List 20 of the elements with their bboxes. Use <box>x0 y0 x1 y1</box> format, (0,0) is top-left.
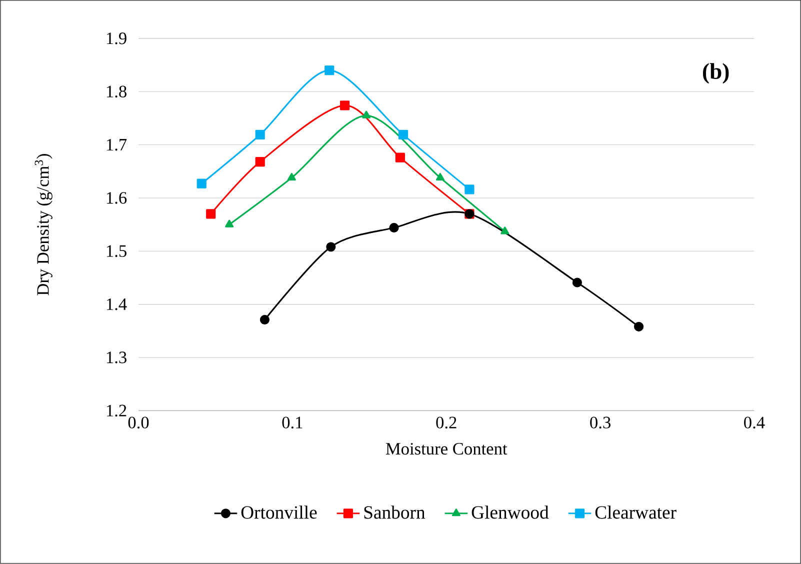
x-tick-label: 0.4 <box>744 416 765 429</box>
y-tick-label: 1.3 <box>106 352 126 364</box>
y-tick-label: 1.4 <box>106 298 127 310</box>
x-tick-label: 0.1 <box>282 416 302 429</box>
y-tick-label: 1.5 <box>106 245 126 258</box>
x-tick-label: 0.2 <box>436 416 456 429</box>
legend-label: Sanborn <box>364 506 426 519</box>
y-tick-label: 1.6 <box>106 192 127 204</box>
x-tick-label: 0.0 <box>128 416 149 429</box>
y-tick-label: 1.2 <box>106 404 126 417</box>
y-tick-label: 1.8 <box>106 86 126 98</box>
x-tick-label: 0.3 <box>590 416 610 429</box>
y-tick-label: 1.7 <box>106 139 127 151</box>
annotation: (b) <box>702 63 729 84</box>
legend-label: Glenwood <box>472 506 549 519</box>
y-tick-label: 1.9 <box>106 32 126 44</box>
y-axis-title: Dry Density (g/cm$^{3}$) <box>34 154 52 296</box>
legend-label: Ortonville <box>241 506 317 519</box>
x-axis-title: Moisture Content <box>386 443 508 455</box>
legend-label: Clearwater <box>595 506 676 519</box>
